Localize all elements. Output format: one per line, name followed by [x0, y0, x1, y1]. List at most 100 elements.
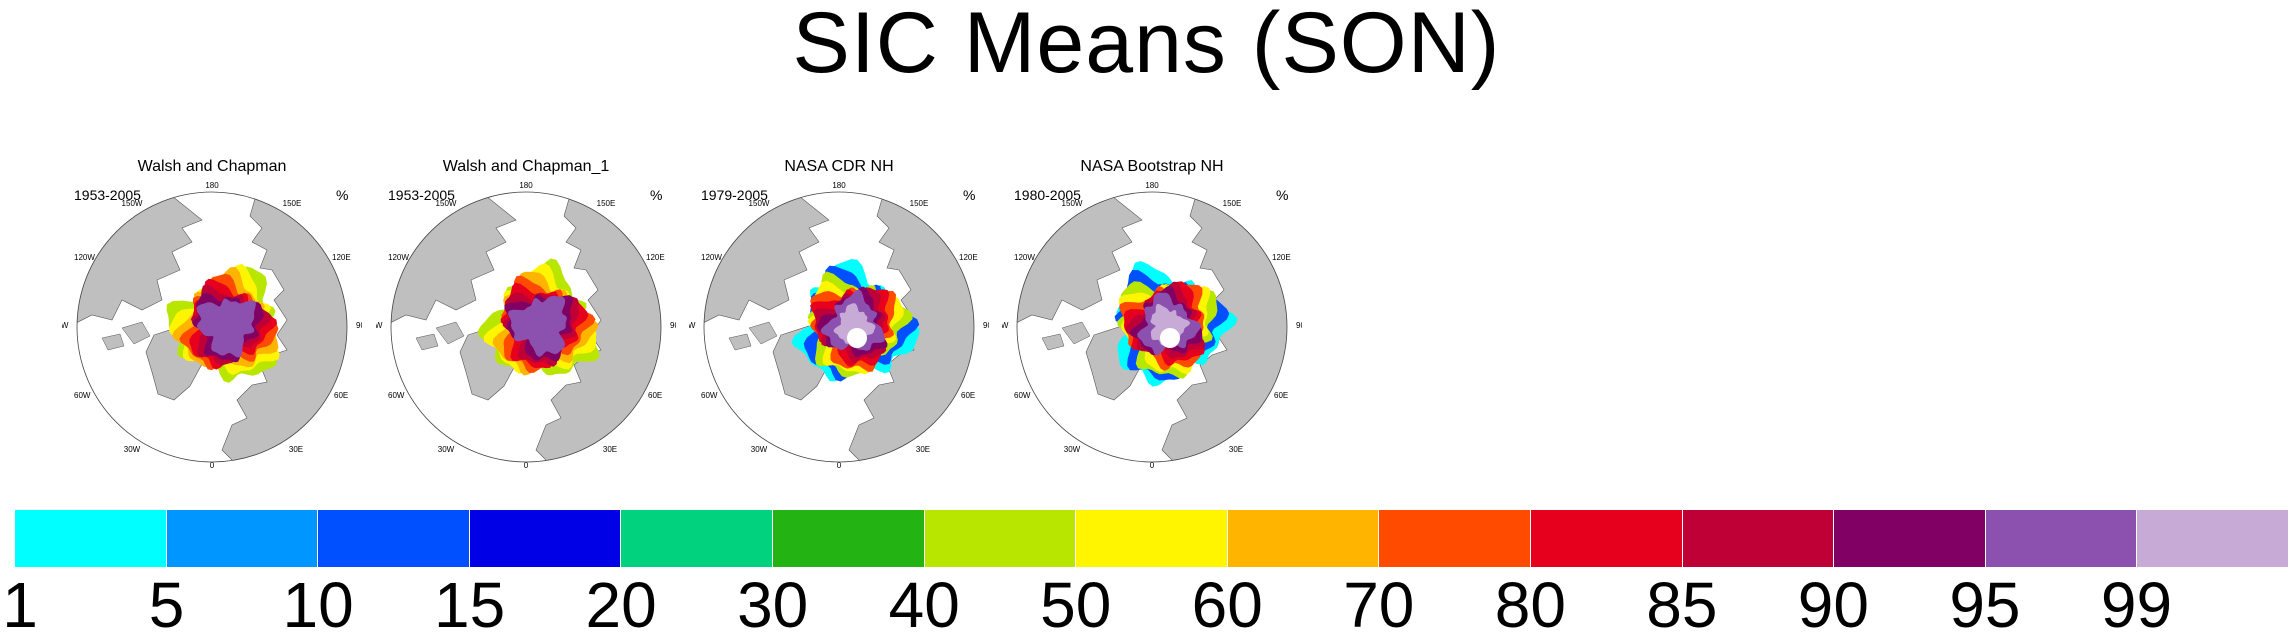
longitude-label: 90E — [1296, 321, 1302, 330]
longitude-label: 180 — [832, 181, 846, 190]
page-title: SIC Means (SON) — [792, 0, 1501, 91]
map-boundary — [76, 191, 348, 463]
colorbar-box — [1379, 510, 1531, 567]
colorbar-tick-label: 10 — [282, 569, 354, 641]
map-boundary — [390, 191, 662, 463]
longitude-label: 60W — [388, 391, 405, 400]
map-content — [1017, 192, 1287, 462]
colorbar-tick-label: 90 — [1797, 569, 1869, 641]
panel-period: 1979-2005 — [701, 187, 768, 203]
longitude-label: 150W — [436, 199, 457, 208]
longitude-label: 120E — [1272, 253, 1291, 262]
map-panel-nasa-cdr: 180 150W 150E 120W 120E 90W 90E 60W 60E 30W 30E 0 N… — [689, 150, 989, 480]
colorbar-box — [621, 510, 773, 567]
colorbar-box — [469, 510, 622, 567]
longitude-label: 90W — [1002, 321, 1009, 330]
longitude-label: 150W — [1062, 199, 1083, 208]
colorbar-box — [1076, 510, 1228, 567]
panel-title: NASA Bootstrap NH — [1080, 158, 1224, 175]
colorbar-box — [1530, 510, 1683, 567]
longitude-label: 150E — [283, 199, 302, 208]
longitude-label: 0 — [524, 461, 529, 470]
map-content — [391, 192, 661, 462]
colorbar-tick-label: 85 — [1646, 569, 1718, 641]
polar-map: 180 150W 150E 120W 120E 90W 90E 60W 60E 30W 30E 0 — [62, 181, 362, 470]
colorbar-tick-label: 80 — [1494, 569, 1566, 641]
map-panel-walsh-chapman-1: 180 150W 150E 120W 120E 90W 90E 60W 60E 30W 30E 0 W… — [376, 150, 676, 480]
longitude-label: 90W — [689, 321, 696, 330]
longitude-label: 120E — [332, 253, 351, 262]
colorbar-box — [318, 510, 470, 567]
longitude-label: 30W — [1064, 445, 1081, 454]
colorbar-box — [2137, 510, 2288, 567]
panel-unit: % — [963, 187, 976, 203]
colorbar-tick-label: 1 — [2, 569, 38, 641]
longitude-label: 30W — [438, 445, 455, 454]
polar-map: 180 150W 150E 120W 120E 90W 90E 60W 60E 30W 30E 0 — [689, 181, 989, 470]
longitude-label: 180 — [1145, 181, 1159, 190]
longitude-label: 120W — [701, 253, 722, 262]
polar-map: 180 150W 150E 120W 120E 90W 90E 60W 60E 30W 30E 0 — [376, 181, 676, 470]
longitude-label: 30E — [916, 445, 930, 454]
longitude-label: 180 — [205, 181, 219, 190]
longitude-label: 90E — [670, 321, 676, 330]
longitude-label: 120W — [1014, 253, 1035, 262]
longitude-label: 90E — [983, 321, 989, 330]
panel-title: NASA CDR NH — [784, 158, 894, 175]
map-panel-nasa-bootstrap: 180 150W 150E 120W 120E 90W 90E 60W 60E 30W 30E 0 N… — [1002, 150, 1302, 480]
map-boundary — [1016, 191, 1288, 463]
longitude-label: 0 — [837, 461, 842, 470]
longitude-label: 150W — [749, 199, 770, 208]
colorbar-tick-label: 15 — [434, 569, 506, 641]
colorbar-tick-label: 95 — [1949, 569, 2021, 641]
longitude-label: 60W — [701, 391, 718, 400]
colorbar-tick-label: 5 — [148, 569, 185, 641]
longitude-label: 30E — [603, 445, 617, 454]
longitude-label: 60E — [961, 391, 975, 400]
longitude-label: 120E — [959, 253, 978, 262]
colorbar-tick-label: 70 — [1343, 569, 1415, 641]
map-content — [704, 192, 974, 462]
longitude-label: 60W — [1014, 391, 1031, 400]
colorbar-box — [1834, 510, 1986, 567]
colorbar-tick-label: 99 — [2100, 569, 2173, 641]
colorbar — [15, 510, 2288, 567]
longitude-label: 150E — [1223, 199, 1242, 208]
colorbar-tick-label: 50 — [1040, 569, 1112, 641]
panel-period: 1980-2005 — [1014, 187, 1081, 203]
panel-period: 1953-2005 — [388, 187, 455, 203]
longitude-label: 0 — [1150, 461, 1155, 470]
longitude-label: 0 — [210, 461, 215, 470]
colorbar-box — [1682, 510, 1835, 567]
map-panel-walsh-chapman: 180 150W 150E 120W 120E 90W 90E 60W 60E 30W 30E 0 W… — [62, 150, 362, 480]
longitude-label: 120W — [74, 253, 95, 262]
longitude-label: 90E — [356, 321, 362, 330]
panel-period: 1953-2005 — [74, 187, 141, 203]
polar-map: 180 150W 150E 120W 120E 90W 90E 60W 60E 30W 30E 0 — [1002, 181, 1302, 470]
colorbar-box — [1227, 510, 1380, 567]
colorbar-box — [15, 510, 167, 567]
longitude-label: 60E — [648, 391, 662, 400]
colorbar-box — [1985, 510, 2138, 567]
colorbar-tick-label: 60 — [1191, 569, 1263, 641]
map-boundary — [703, 191, 975, 463]
colorbar-box — [166, 510, 319, 567]
longitude-label: 60W — [74, 391, 91, 400]
longitude-label: 60E — [334, 391, 348, 400]
colorbar-box — [772, 510, 925, 567]
longitude-label: 120W — [388, 253, 409, 262]
colorbar-box — [924, 510, 1077, 567]
panel-unit: % — [336, 187, 349, 203]
colorbar-tick-label: 30 — [737, 569, 809, 641]
longitude-label: 90W — [62, 321, 69, 330]
longitude-label: 150W — [122, 199, 143, 208]
colorbar-tick-label: 40 — [888, 569, 960, 641]
panel-title: Walsh and Chapman — [137, 158, 287, 175]
colorbar-tick-label: 20 — [585, 569, 657, 641]
panel-title: Walsh and Chapman_1 — [442, 158, 610, 175]
longitude-label: 30E — [289, 445, 303, 454]
longitude-label: 120E — [646, 253, 665, 262]
longitude-label: 150E — [597, 199, 616, 208]
longitude-label: 60E — [1274, 391, 1288, 400]
longitude-label: 30E — [1229, 445, 1243, 454]
